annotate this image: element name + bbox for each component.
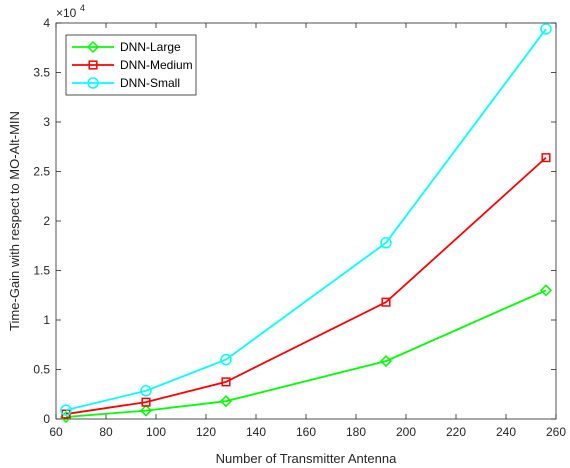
series-line-dnn-large [65, 289, 547, 418]
data-point-dnn-medium [221, 377, 231, 387]
x-tick-label: 100 [146, 425, 166, 439]
y-tick-label: 3.5 [33, 66, 50, 80]
x-tick-label: 200 [396, 425, 416, 439]
data-point-dnn-small [140, 385, 152, 397]
data-point-dnn-large [219, 395, 233, 408]
x-tick-label: 220 [446, 425, 466, 439]
data-point-dnn-large [139, 404, 153, 417]
legend-label: DNN-Medium [120, 58, 193, 72]
y-axis-label: Time-Gain with respect to MO-Alt-MIN [7, 111, 22, 331]
data-point-dnn-large [539, 284, 553, 297]
data-point-dnn-medium [541, 153, 551, 163]
y-tick-label: 3 [43, 115, 50, 129]
series-line-dnn-medium [65, 156, 547, 415]
data-point-dnn-small [60, 404, 72, 416]
y-tick-label: 0 [43, 412, 50, 426]
y-tick-label: 1 [43, 313, 50, 327]
data-point-dnn-small [220, 353, 232, 366]
y-tick-label: 0.5 [33, 363, 50, 377]
x-tick-label: 60 [49, 425, 63, 439]
plot-area [59, 23, 553, 424]
legend-label: DNN-Small [120, 76, 180, 90]
x-tick-label: 80 [99, 425, 113, 439]
y-multiplier-base: ×10 [56, 6, 77, 20]
x-tick-label: 240 [496, 425, 516, 439]
x-tick-label: 180 [346, 425, 366, 439]
y-tick-label: 4 [43, 16, 50, 30]
series-line-dnn-small [65, 28, 547, 411]
x-tick-label: 140 [246, 425, 266, 439]
y-tick-label: 2.5 [33, 165, 50, 179]
legend: DNN-Large DNN-Medium DNN-Small [65, 34, 197, 96]
legend-label: DNN-Large [120, 40, 181, 54]
x-tick-label: 160 [296, 425, 316, 439]
data-point-dnn-small [380, 237, 392, 249]
data-point-dnn-medium [381, 297, 391, 307]
y-tick-label: 2 [43, 214, 50, 228]
x-axis-label: Number of Transmitter Antenna [216, 451, 397, 466]
legend-marker [88, 60, 98, 70]
legend-marker [87, 77, 99, 89]
data-point-dnn-medium [141, 397, 151, 407]
x-tick-label: 120 [196, 425, 216, 439]
y-multiplier-exponent: 4 [80, 3, 85, 13]
legend-marker [86, 40, 100, 54]
data-point-dnn-large [379, 355, 393, 368]
x-tick-label: 260 [546, 425, 566, 439]
y-tick-label: 1.5 [33, 264, 50, 278]
data-point-dnn-small [540, 23, 552, 35]
